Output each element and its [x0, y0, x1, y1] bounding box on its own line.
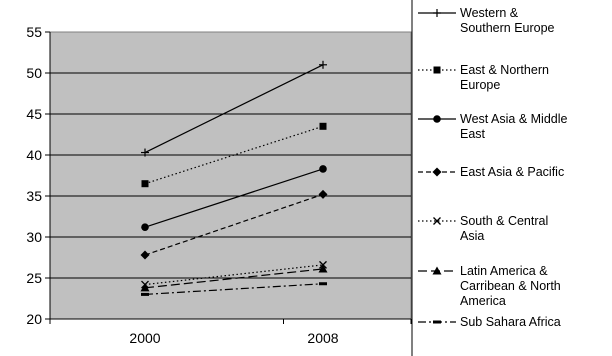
- data-point: [319, 282, 327, 286]
- legend-marker: [432, 266, 442, 275]
- legend-label: South & Central Asia: [460, 214, 548, 243]
- legend-marker: [433, 217, 441, 225]
- legend-marker: [433, 320, 441, 324]
- series-line: [144, 283, 324, 295]
- legend-label: East Asia & Pacific: [460, 165, 564, 179]
- legend-label: Sub Sahara Africa: [460, 315, 561, 329]
- y-tick-label: 35: [26, 188, 42, 204]
- series-line: [144, 268, 324, 289]
- data-point: [141, 223, 149, 231]
- series-line: [144, 64, 324, 154]
- legend-label: Latin America & Carribean & North America: [460, 264, 561, 308]
- legend-label: East & Northern Europe: [460, 63, 549, 92]
- data-point: [141, 180, 149, 188]
- x-tick-label: 2008: [307, 330, 338, 346]
- series-line: [144, 264, 324, 286]
- data-point: [141, 148, 149, 157]
- data-point: [318, 189, 328, 199]
- series-line: [144, 168, 324, 228]
- legend-marker: [433, 115, 441, 123]
- legend-label: West Asia & Middle East: [460, 112, 568, 141]
- data-point: [140, 283, 150, 292]
- y-tick-label: 30: [26, 229, 42, 245]
- x-tick-label: 2000: [129, 330, 160, 346]
- y-tick-label: 50: [26, 65, 42, 81]
- legend-label: Western & Southern Europe: [460, 6, 555, 35]
- data-point: [140, 250, 150, 260]
- data-point: [141, 292, 149, 296]
- plot-area: [49, 31, 412, 320]
- data-point: [319, 60, 327, 69]
- y-tick-label: 25: [26, 270, 42, 286]
- legend-marker: [432, 167, 442, 177]
- series-line: [144, 193, 324, 256]
- y-tick-label: 55: [26, 24, 42, 40]
- y-tick-label: 45: [26, 106, 42, 122]
- data-point: [319, 122, 327, 130]
- legend-marker: [433, 66, 441, 74]
- legend-marker: [433, 9, 441, 17]
- data-point: [319, 165, 327, 173]
- y-tick-label: 20: [26, 311, 42, 327]
- y-tick-label: 40: [26, 147, 42, 163]
- data-point: [318, 264, 328, 273]
